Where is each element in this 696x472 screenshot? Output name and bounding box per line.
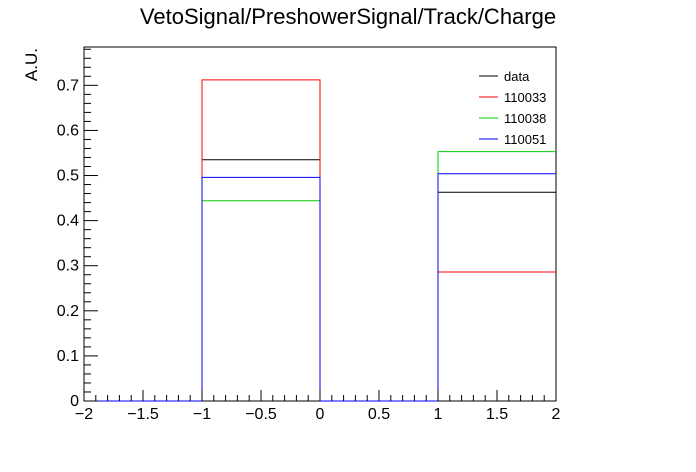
x-tick-label: 2: [552, 406, 561, 423]
legend-label: data: [504, 69, 530, 84]
y-tick-label: 0.4: [57, 213, 79, 230]
y-axis: 0 0.1 0.2 0.3 0.4 0.5 0.6 0.7: [57, 48, 98, 410]
y-tick-label: 0.1: [57, 348, 79, 365]
y-tick-label: 0.2: [57, 303, 79, 320]
legend: data 110033 110038 110051: [479, 69, 546, 147]
y-axis-label: A.U.: [22, 48, 41, 81]
chart-title: VetoSignal/PreshowerSignal/Track/Charge: [140, 4, 556, 29]
x-tick-label: 0: [316, 406, 325, 423]
y-tick-label: 0.6: [57, 122, 79, 139]
x-tick-label: 1.5: [486, 406, 508, 423]
x-axis: −2 −1.5 −1 −0.5 0 0.5 1 1.5 2: [75, 390, 561, 423]
series-line-3: [84, 173, 556, 402]
y-tick-label: 0.7: [57, 77, 79, 94]
legend-label: 110051: [504, 132, 546, 147]
x-tick-label: 1: [434, 406, 443, 423]
legend-label: 110033: [504, 90, 546, 105]
x-tick-label: −2: [75, 406, 93, 423]
x-tick-label: −0.5: [245, 406, 277, 423]
x-tick-label: −1: [193, 406, 211, 423]
x-tick-label: 0.5: [368, 406, 390, 423]
series-layer: [84, 79, 556, 402]
legend-label: 110038: [504, 111, 546, 126]
y-tick-label: 0.3: [57, 258, 79, 275]
y-tick-label: 0: [70, 393, 79, 410]
x-tick-label: −1.5: [127, 406, 159, 423]
y-tick-label: 0.5: [57, 168, 79, 185]
